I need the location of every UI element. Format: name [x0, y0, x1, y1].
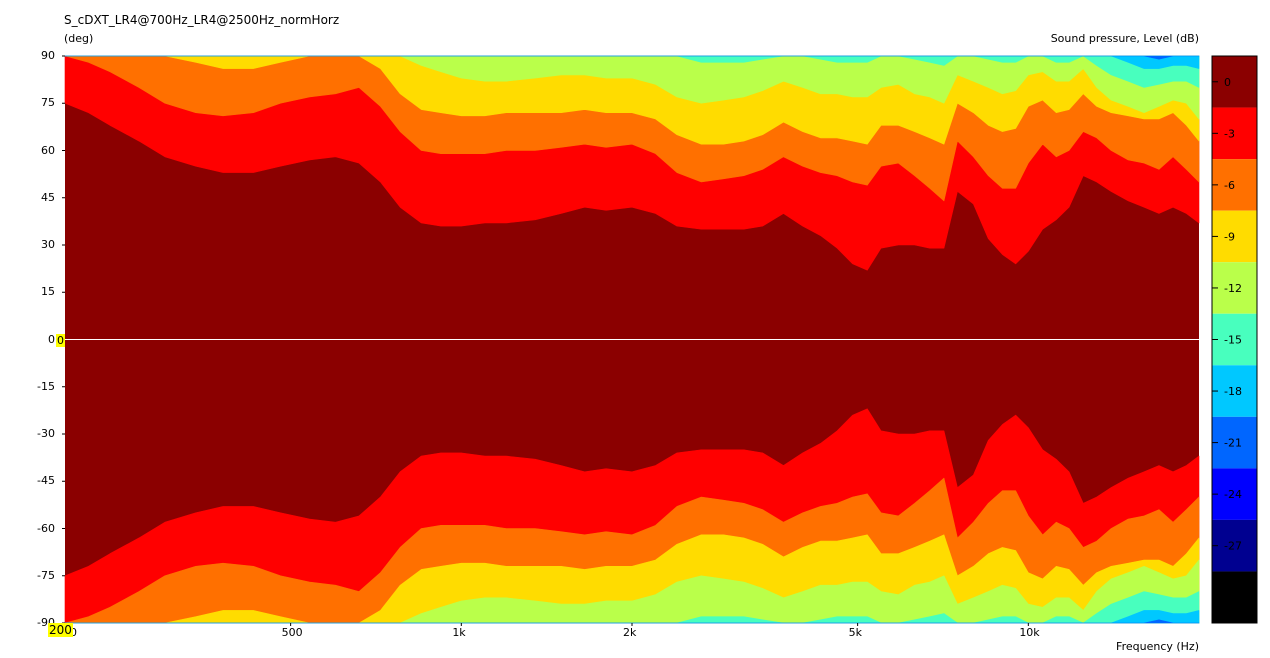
chart-title: S_cDXT_LR4@700Hz_LR4@2500Hz_normHorz [64, 13, 340, 27]
y-tick-label: -15 [37, 379, 55, 393]
y-axis-unit-label: (deg) [64, 32, 94, 45]
level-swatch [1212, 56, 1257, 108]
level-label: -27 [1224, 540, 1242, 553]
contour-band-lower [64, 619, 1200, 624]
level-swatch [1212, 210, 1257, 263]
level-swatch [1212, 159, 1257, 211]
y-tick-label: 30 [41, 238, 55, 251]
level-swatch [1212, 313, 1257, 366]
level-label: -6 [1224, 179, 1235, 192]
level-swatch [1212, 571, 1257, 623]
y-tick-label: -45 [37, 474, 55, 488]
level-swatch [1212, 107, 1257, 160]
y-tick-label: 90 [41, 49, 55, 62]
level-swatch [1212, 519, 1257, 572]
x-tick-label: 5k [848, 626, 862, 639]
level-label: -9 [1224, 230, 1235, 243]
y-tick-label: 45 [41, 190, 55, 204]
x-axis-label: Frequency (Hz) [1116, 640, 1199, 653]
y-tick-label: 60 [41, 143, 55, 157]
level-swatch [1212, 416, 1257, 469]
colorbar-label: Sound pressure, Level (dB) [1050, 32, 1199, 45]
cursor-x-readout: 200 [48, 623, 73, 637]
level-label: -30 [1224, 591, 1242, 604]
level-label: -15 [1224, 334, 1242, 347]
contour-band-upper [64, 55, 1200, 60]
level-label: -3 [1224, 127, 1235, 140]
x-tick-label: 1k [452, 626, 466, 639]
level-label: 0 [1224, 76, 1231, 89]
level-swatch [1212, 468, 1257, 520]
y-tick-label: -30 [37, 427, 55, 440]
colorbar-frame [1211, 55, 1258, 624]
level-label: -21 [1224, 437, 1242, 450]
level-swatch [1212, 365, 1257, 417]
x-tick-label: 500 [281, 626, 303, 639]
cursor-y-readout: 0 [56, 334, 65, 347]
level-swatch [1212, 262, 1257, 314]
level-label: -24 [1224, 488, 1242, 501]
y-tick-label: -75 [37, 568, 55, 582]
level-label: -12 [1224, 282, 1242, 295]
y-tick-label: 15 [41, 285, 55, 299]
y-tick-label: 75 [41, 96, 55, 110]
x-tick-label: 10k [1019, 626, 1040, 639]
x-tick-label: 2k [623, 626, 637, 639]
level-label: -18 [1224, 385, 1242, 398]
y-tick-label: 0 [48, 332, 55, 346]
y-tick-label: -60 [37, 521, 55, 535]
